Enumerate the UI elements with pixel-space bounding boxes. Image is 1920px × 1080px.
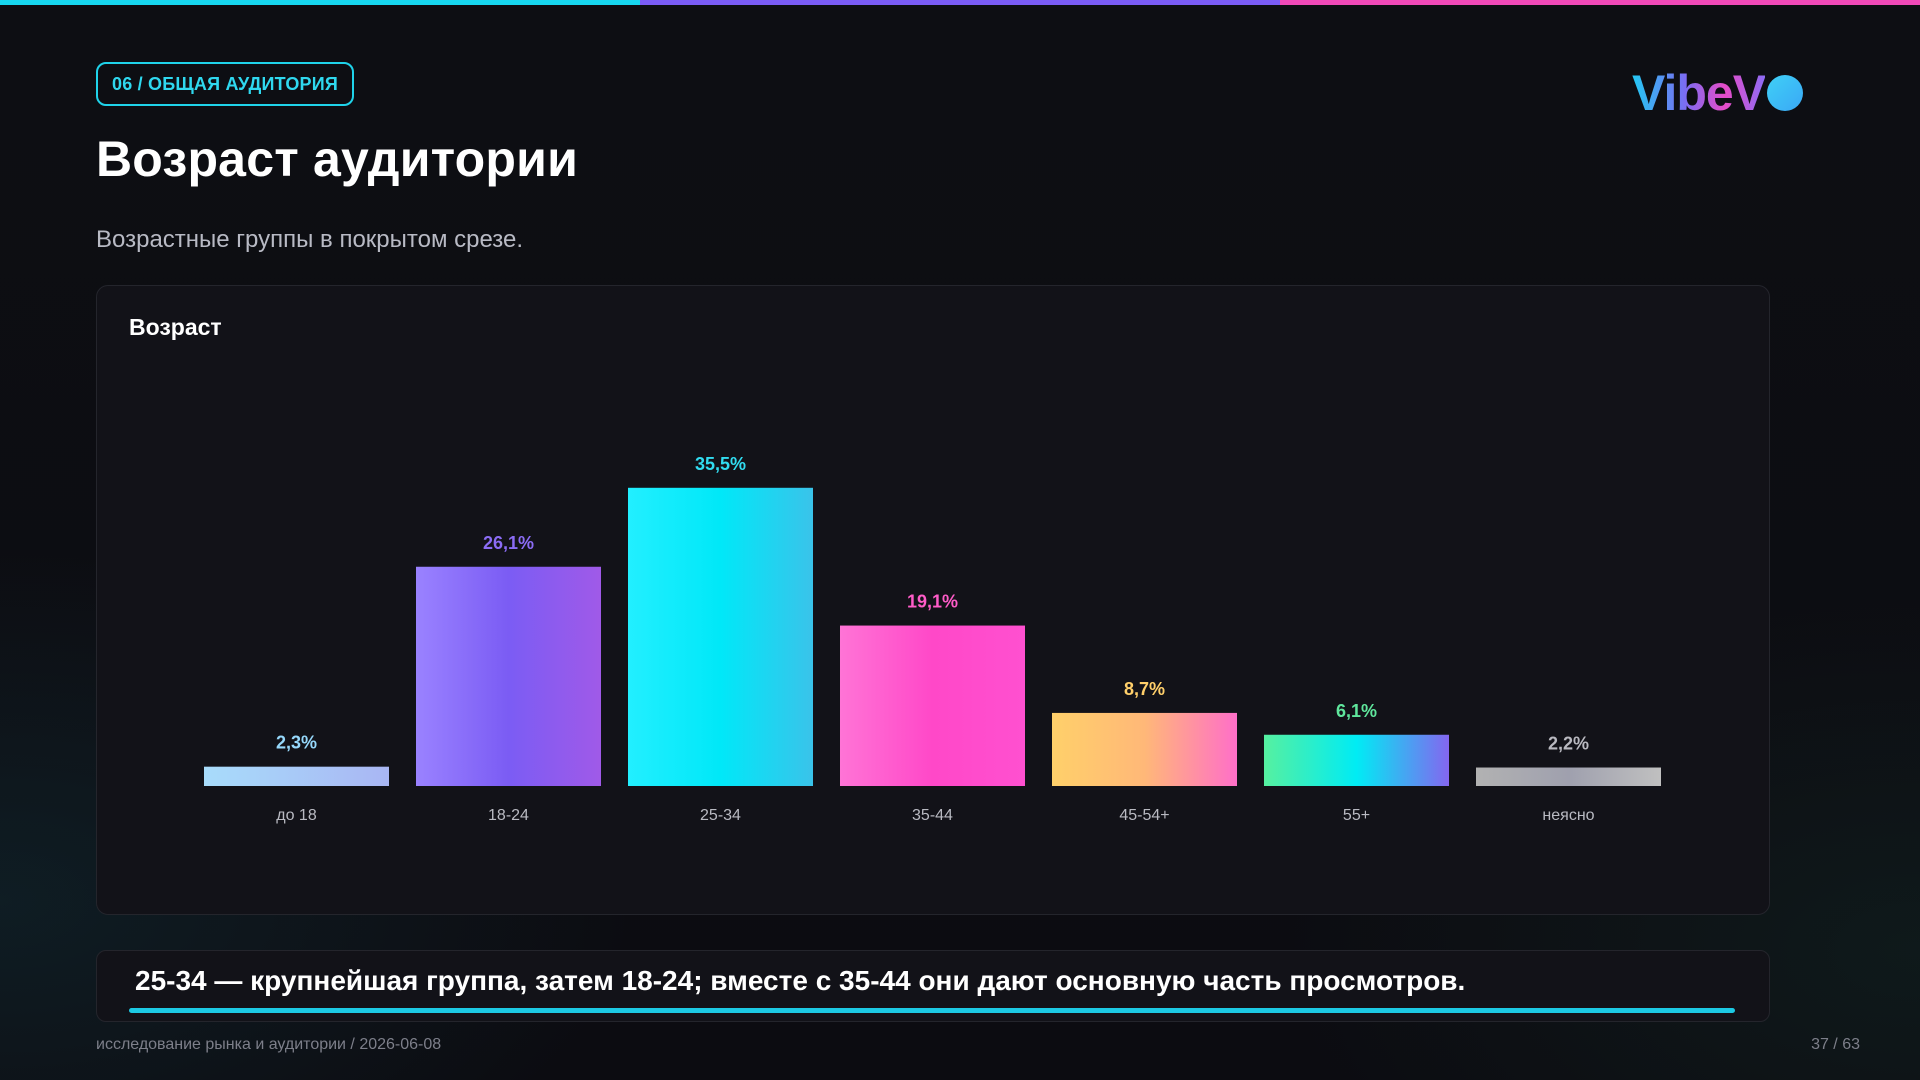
category-label-неясно: неясно — [1542, 807, 1594, 824]
bar-до 18 — [204, 766, 389, 786]
bar-18-24 — [416, 566, 601, 786]
value-label-55+: 6,1% — [1336, 701, 1377, 721]
category-label-35-44: 35-44 — [912, 807, 953, 824]
brand-logo: VibeV — [1632, 64, 1804, 122]
value-label-до 18: 2,3% — [276, 733, 317, 753]
value-label-35-44: 19,1% — [907, 592, 958, 612]
category-label-45-54+: 45-54+ — [1119, 807, 1169, 824]
accent-segment-pink — [1280, 0, 1920, 5]
logo-dot-icon — [1767, 75, 1804, 111]
page-subtitle: Возрастные группы в покрытом срезе. — [96, 226, 524, 253]
bar-chart: 2,3% до 18 26,1% 18-24 35,5% 25-34 19,1% 35-44 8… — [204, 454, 1661, 824]
bar-25-34 — [628, 487, 813, 786]
logo-text: VibeV — [1632, 65, 1766, 121]
page-title: Возраст аудитории — [96, 131, 579, 187]
bar-55+ — [1264, 734, 1449, 786]
section-tag: 06 / ОБЩАЯ АУДИТОРИЯ — [96, 62, 355, 106]
page-number: 37 / 63 — [1811, 1036, 1860, 1053]
category-label-до 18: до 18 — [276, 807, 317, 824]
category-label-25-34: 25-34 — [700, 807, 741, 824]
top-accent-bar — [0, 0, 1920, 5]
accent-segment-violet — [640, 0, 1280, 5]
value-label-неясно: 2,2% — [1548, 734, 1589, 754]
insight-underline — [129, 1008, 1735, 1013]
chart-title: Возраст — [129, 314, 222, 340]
bar-35-44 — [840, 625, 1025, 786]
value-label-18-24: 26,1% — [483, 533, 534, 553]
insight-text: 25-34 — крупнейшая группа, затем 18-24; … — [135, 965, 1466, 996]
value-label-25-34: 35,5% — [695, 454, 746, 474]
bar-неясно — [1476, 767, 1661, 786]
accent-segment-cyan — [0, 0, 640, 5]
category-label-18-24: 18-24 — [488, 807, 529, 824]
chart-card: Возраст 2,3% до 18 26,1% 18-24 35,5% 25-34 19,… — [96, 285, 1770, 915]
footer-source: исследование рынка и аудитории / 2026-06… — [96, 1036, 442, 1053]
insight-card: 25-34 — крупнейшая группа, затем 18-24; … — [96, 950, 1770, 1022]
category-label-55+: 55+ — [1343, 807, 1370, 824]
value-label-45-54+: 8,7% — [1124, 679, 1165, 699]
bar-45-54+ — [1052, 712, 1237, 786]
